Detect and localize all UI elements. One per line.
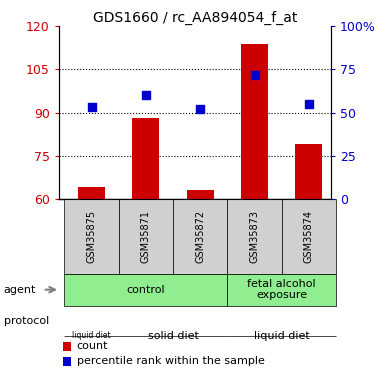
- Bar: [282, 199, 336, 274]
- Text: liquid diet: liquid diet: [72, 331, 111, 340]
- Bar: [295, 144, 323, 199]
- Text: GSM35875: GSM35875: [87, 210, 97, 263]
- Text: agent: agent: [4, 285, 36, 295]
- Text: count: count: [77, 342, 108, 351]
- Text: fetal alcohol
exposure: fetal alcohol exposure: [247, 279, 316, 300]
- Point: [89, 104, 95, 110]
- Text: solid diet: solid diet: [147, 331, 198, 340]
- Text: GSM35872: GSM35872: [195, 210, 205, 263]
- Text: GSM35874: GSM35874: [304, 210, 314, 263]
- Bar: [241, 44, 268, 199]
- Point: [143, 92, 149, 98]
- Text: percentile rank within the sample: percentile rank within the sample: [77, 357, 264, 366]
- Bar: [64, 274, 227, 306]
- Bar: [78, 187, 105, 199]
- Bar: [187, 190, 214, 199]
- Text: GSM35871: GSM35871: [141, 210, 151, 263]
- Bar: [227, 199, 282, 274]
- Point: [306, 101, 312, 107]
- Bar: [64, 199, 119, 274]
- Bar: [132, 118, 160, 199]
- Point: [252, 72, 258, 78]
- Bar: [119, 199, 173, 274]
- Bar: [173, 199, 227, 274]
- Point: [197, 106, 203, 112]
- Text: control: control: [127, 285, 165, 295]
- Bar: [227, 274, 336, 306]
- Text: liquid diet: liquid diet: [254, 331, 310, 340]
- Text: protocol: protocol: [4, 316, 49, 326]
- Text: GSM35873: GSM35873: [250, 210, 260, 263]
- Title: GDS1660 / rc_AA894054_f_at: GDS1660 / rc_AA894054_f_at: [93, 11, 297, 25]
